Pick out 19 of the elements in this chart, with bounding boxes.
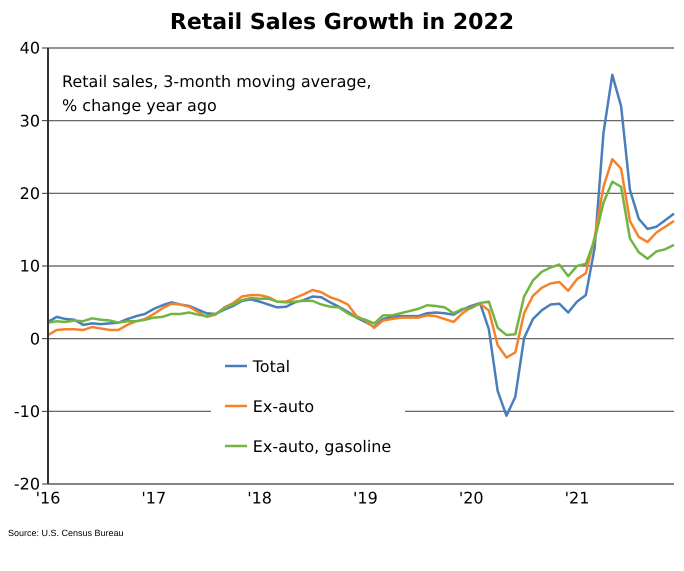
chart-title: Retail Sales Growth in 2022 xyxy=(168,9,516,37)
y-tick-label: 10 xyxy=(20,256,40,276)
legend-label: Total xyxy=(252,356,290,376)
legend-label: Ex-auto xyxy=(252,396,314,416)
legend-label: Ex-auto, gasoline xyxy=(252,436,392,456)
y-tick-label: -10 xyxy=(14,402,40,422)
line-series xyxy=(46,180,676,336)
y-tick-label: 30 xyxy=(20,111,40,130)
y-tick-label: 20 xyxy=(20,184,40,204)
x-tick-label: '18 xyxy=(247,488,272,508)
source-note: Source: U.S. Census Bureau xyxy=(8,528,125,538)
x-tick-label: '19 xyxy=(353,488,378,508)
text: Retail sales, 3-month moving average, % change year ago xyxy=(62,70,372,118)
x-tick-label: '17 xyxy=(141,488,166,508)
y-tick-label: -20 xyxy=(14,474,40,494)
x-tick-label: '20 xyxy=(458,488,484,508)
x-tick-label: '21 xyxy=(564,488,590,508)
y-tick-label: 0 xyxy=(30,329,40,348)
y-tick-label: 40 xyxy=(20,38,40,58)
